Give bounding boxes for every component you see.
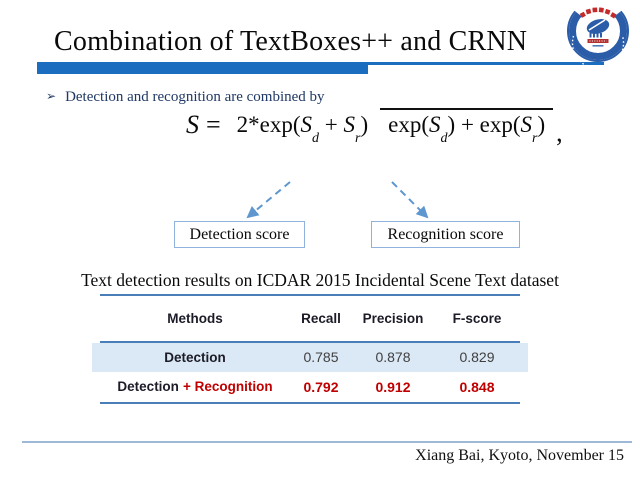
table-bottom-rule — [100, 401, 520, 404]
header-methods: Methods — [167, 311, 223, 326]
detection-score-box: Detection score — [174, 221, 305, 248]
formula-fraction: 2*exp(Sd + Sr) exp(Sd) + exp(Sr) — [229, 108, 554, 146]
cell-recall: 0.785 — [303, 349, 339, 365]
table-row-detection: Detection 0.785 0.878 0.829 — [92, 342, 528, 372]
cell-precision: 0.878 — [375, 349, 411, 365]
cell-precision: 0.912 — [375, 378, 411, 395]
table-caption: Text detection results on ICDAR 2015 Inc… — [81, 270, 559, 290]
formula-lhs: S = — [186, 110, 221, 140]
title-underline-line — [368, 62, 604, 65]
logo-band-top-cover — [574, 0, 622, 17]
footer-divider — [22, 441, 632, 443]
cell-fscore: 0.829 — [459, 349, 495, 365]
recognition-score-box: Recognition score — [371, 221, 520, 248]
header-recall: Recall — [301, 311, 341, 326]
logo-ring-text — [571, 35, 625, 66]
header-fscore: F-score — [452, 311, 502, 326]
cell-method: Detection + Recognition — [117, 379, 273, 394]
bullet-text: Detection and recognition are combined b… — [65, 89, 325, 105]
cell-recall: 0.792 — [303, 378, 339, 395]
bullet-arrow-icon: ➢ — [46, 89, 57, 103]
table-header-row: Methods Recall Precision F-score — [92, 296, 528, 341]
formula-denominator: exp(Sd) + exp(Sr) — [380, 108, 554, 145]
callout-arrows — [246, 181, 429, 219]
cell-method: Detection — [164, 349, 226, 365]
detection-score-label: Detection score — [189, 225, 290, 243]
formula-numerator: 2*exp(Sd + Sr) — [236, 112, 369, 146]
formula-equals: = — [206, 110, 221, 139]
formula-symbol-S: S — [186, 110, 199, 139]
dashed-arrow-right — [391, 181, 429, 219]
logo-calligraphy — [579, 7, 617, 19]
table-row-detection-recognition: Detection + Recognition 0.792 0.912 0.848 — [92, 372, 528, 402]
score-formula: S = 2*exp(Sd + Sr) exp(Sd) + exp(Sr) , — [186, 108, 563, 147]
table-header-rule — [100, 341, 520, 343]
hust-university-logo-icon — [567, 0, 629, 66]
bullet-row: ➢ Detection and recognition are combined … — [46, 89, 325, 106]
logo-emblem — [586, 19, 610, 47]
recognition-score-label: Recognition score — [387, 225, 504, 243]
title-underline-bar — [37, 62, 368, 74]
table-top-rule — [100, 294, 520, 296]
footer-credit: Xiang Bai, Kyoto, November 15 — [415, 447, 624, 464]
cell-fscore: 0.848 — [459, 378, 495, 395]
dashed-arrow-left — [246, 181, 291, 219]
slide-title: Combination of TextBoxes++ and CRNN — [54, 26, 528, 57]
formula-comma: , — [556, 118, 563, 147]
header-precision: Precision — [362, 311, 424, 326]
results-table: Methods Recall Precision F-score Detecti… — [92, 294, 528, 404]
